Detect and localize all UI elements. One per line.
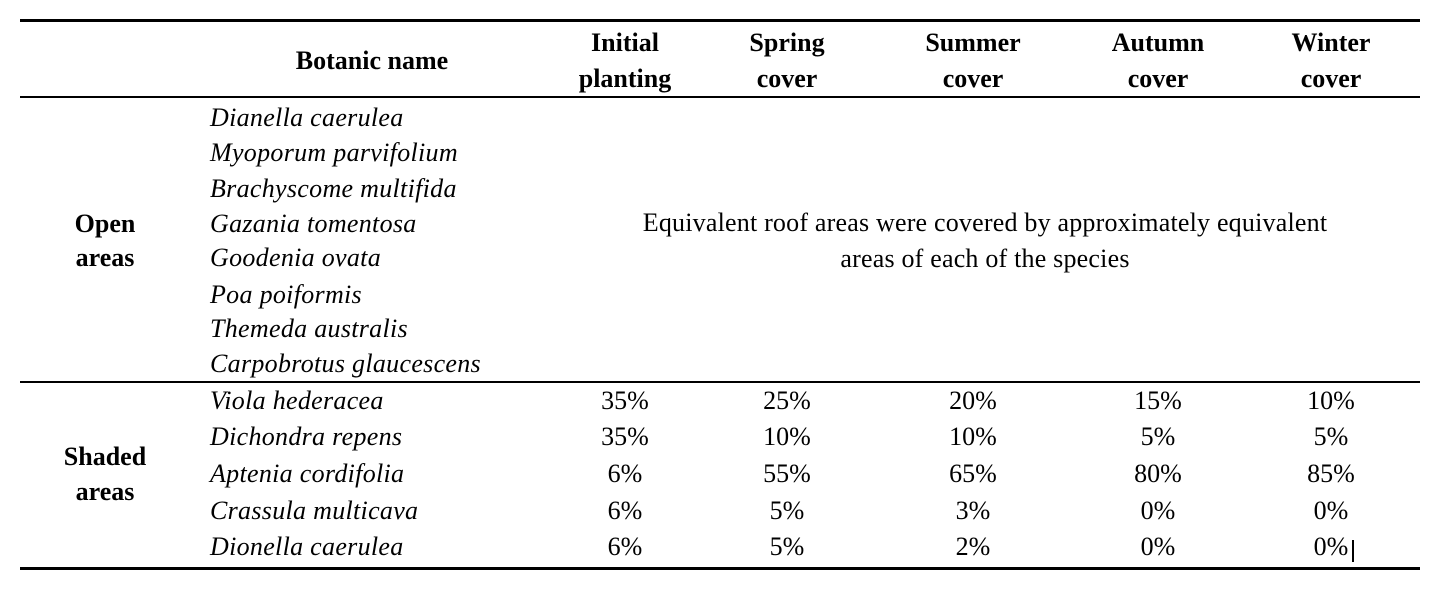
open-areas-note-line1: Equivalent roof areas were covered by ap…: [642, 208, 1328, 237]
header-initial-line2: planting: [578, 64, 672, 93]
cell-spring: 5%: [769, 532, 805, 561]
open-areas-note: Equivalent roof areas were covered by ap…: [580, 205, 1390, 277]
species-open: Myoporum parvifolium: [210, 138, 458, 167]
species-shaded: Crassula multicava: [210, 496, 419, 525]
cell-summer: 2%: [955, 532, 991, 561]
bottom-rule: [20, 567, 1420, 570]
cell-winter: 5%: [1313, 422, 1349, 451]
cell-initial: 6%: [607, 459, 643, 488]
group-divider-rule: [20, 381, 1420, 383]
species-open: Poa poiformis: [210, 280, 362, 309]
cell-spring: 55%: [763, 459, 811, 488]
species-shaded: Dionella caerulea: [210, 532, 404, 561]
group-label-open-line1: Open: [74, 209, 136, 238]
group-label-shaded-line1: Shaded: [63, 442, 147, 471]
header-rule: [20, 96, 1420, 98]
cell-winter: 0%: [1313, 532, 1349, 561]
species-shaded: Aptenia cordifolia: [210, 459, 405, 488]
species-open: Themeda australis: [210, 314, 408, 343]
cell-autumn: 15%: [1134, 386, 1182, 415]
cell-spring: 10%: [763, 422, 811, 451]
header-summer-line2: cover: [942, 64, 1004, 93]
cell-winter: 0%: [1313, 496, 1349, 525]
species-shaded: Dichondra repens: [210, 422, 403, 451]
group-label-open-line2: areas: [75, 243, 135, 272]
header-spring-line2: cover: [756, 64, 818, 93]
cell-spring: 25%: [763, 386, 811, 415]
cell-summer: 3%: [955, 496, 991, 525]
cell-initial: 6%: [607, 532, 643, 561]
species-open: Dianella caerulea: [210, 103, 404, 132]
species-open: Goodenia ovata: [210, 243, 382, 272]
cell-initial: 35%: [601, 422, 649, 451]
cell-autumn: 80%: [1134, 459, 1182, 488]
species-shaded: Viola hederacea: [210, 386, 384, 415]
header-botanic-name: Botanic name: [295, 46, 449, 75]
species-open: Gazania tomentosa: [210, 209, 417, 238]
cell-initial: 6%: [607, 496, 643, 525]
cell-autumn: 0%: [1140, 532, 1176, 561]
cell-summer: 65%: [949, 459, 997, 488]
cell-winter: 10%: [1307, 386, 1355, 415]
text-cursor: [1352, 540, 1354, 562]
cell-autumn: 0%: [1140, 496, 1176, 525]
species-open: Carpobrotus glaucescens: [210, 349, 481, 378]
cell-summer: 20%: [949, 386, 997, 415]
cell-initial: 35%: [601, 386, 649, 415]
header-autumn-line1: Autumn: [1111, 28, 1205, 57]
cell-winter: 85%: [1307, 459, 1355, 488]
header-autumn-line2: cover: [1127, 64, 1189, 93]
cell-autumn: 5%: [1140, 422, 1176, 451]
header-winter-line2: cover: [1300, 64, 1362, 93]
cell-summer: 10%: [949, 422, 997, 451]
open-areas-note-line2: areas of each of the species: [840, 244, 1130, 273]
group-label-shaded-line2: areas: [75, 477, 135, 506]
header-winter-line1: Winter: [1291, 28, 1371, 57]
header-spring-line1: Spring: [749, 28, 825, 57]
top-rule: [20, 19, 1420, 22]
header-initial-line1: Initial: [591, 28, 659, 57]
header-summer-line1: Summer: [925, 28, 1021, 57]
cell-spring: 5%: [769, 496, 805, 525]
species-open: Brachyscome multifida: [210, 174, 457, 203]
